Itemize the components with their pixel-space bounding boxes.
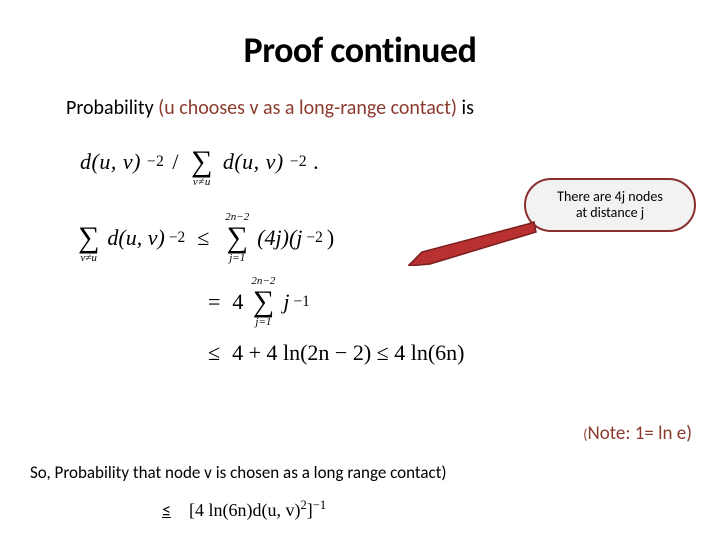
callout-line-1: There are 4j nodes [557,189,663,205]
intro-highlight: (u chooses v as a long-range contact) [158,96,457,120]
row2-right-exp: −2 [306,229,322,247]
final-body: [4 ln(6n)d(u, v)2]−1 [189,498,326,521]
row2-right: (4j)(j [257,225,302,251]
eq1-exp2: −2 [290,153,307,171]
final-inequality: ≤ [4 ln(6n)d(u, v)2]−1 [162,498,326,521]
row2-sum-sub: v≠u [80,253,96,264]
sigma-icon: ∑ [78,223,99,253]
sigma-icon: ∑ [253,287,274,317]
callout-line-2: at distance j [576,205,644,221]
callout-bubble: There are 4j nodes at distance j [524,178,696,232]
derivation: ∑ v≠u d(u, v)−2 ≤ 2n−2 ∑ j=1 (4j)(j−2) =… [74,212,690,366]
row3-body: j [283,289,289,315]
eq1-sum-sub: v≠u [193,177,211,188]
final-open: [4 ln(6n)d(u, v) [189,500,300,520]
eq1-divider: / [172,149,179,175]
eq1-exp1: −2 [147,153,164,171]
row2-leq: ≤ [197,225,209,251]
row3-eq: = [208,289,220,315]
row2-left: d(u, v) [107,225,164,251]
derivation-row-4: ≤ 4 + 4 ln(2n − 2) ≤ 4 ln(6n) [208,340,690,366]
sigma-icon: ∑ [191,147,213,177]
row3-body-exp: −1 [293,293,309,311]
row4-leq: ≤ [208,340,220,366]
slide: Proof continued Probability (u chooses v… [0,0,720,540]
callout-arrow-icon [408,220,538,266]
slide-title: Proof continued [30,28,690,72]
row2-sum-bot: j=1 [229,253,245,264]
row2-right-end: ) [327,225,334,251]
final-exp2: −1 [313,498,326,512]
eq1-duv: d(u, v) [80,149,141,175]
intro-line: Probability (u chooses v as a long-range… [66,96,690,120]
eq1-duv2: d(u, v) [223,149,284,175]
row3-sum: 2n−2 ∑ j=1 [251,276,275,328]
intro-suffix: is [457,96,474,120]
note-line: (Note: 1= ln e) [583,422,692,445]
conclusion-line: So, Probability that node v is chosen as… [30,462,447,483]
final-leq: ≤ [162,499,171,521]
row2-sum2: 2n−2 ∑ j=1 [225,212,249,264]
row2-sum: ∑ v≠u [78,212,99,264]
note-text: Note: 1= ln e) [587,422,692,445]
intro-prefix: Probability [66,96,158,120]
math-region: d(u, v) −2 / ∑ v≠u d(u, v) −2 . ∑ v≠u d(u,… [80,136,690,366]
row3-coeff: 4 [232,289,243,315]
row3-sum-bot: j=1 [255,317,271,328]
row2-left-exp: −2 [169,229,185,247]
row4-body: 4 + 4 ln(2n − 2) ≤ 4 ln(6n) [232,340,464,366]
derivation-row-3: = 4 2n−2 ∑ j=1 j−1 [208,276,690,328]
sigma-icon: ∑ [227,223,248,253]
eq1-sum: ∑ v≠u [191,136,213,188]
eq1-dot: . [313,149,319,175]
